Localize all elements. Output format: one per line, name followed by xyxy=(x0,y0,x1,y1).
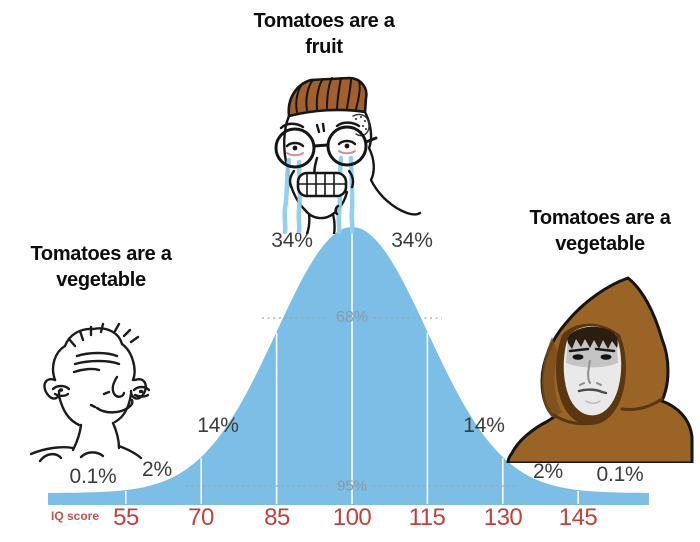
pct-label-0.1-right: 0.1% xyxy=(596,463,644,486)
x-tick-70: 70 xyxy=(188,504,214,531)
interval-label-95: 95% xyxy=(336,477,368,495)
x-tick-100: 100 xyxy=(332,504,372,531)
hooded-wojak-illustration xyxy=(506,276,694,463)
x-tick-145: 145 xyxy=(558,504,598,531)
x-tick-115: 115 xyxy=(408,504,446,531)
caption-midwit: Tomatoes are a fruit xyxy=(253,8,394,60)
x-tick-55: 55 xyxy=(113,504,139,531)
x-tick-85: 85 xyxy=(264,504,290,531)
caption-midwit-line2: fruit xyxy=(305,36,343,58)
pct-label-0.1-left: 0.1% xyxy=(69,465,117,488)
caption-brainlet-line2: vegetable xyxy=(56,269,146,291)
pct-label-34-right: 34% xyxy=(391,229,433,252)
x-axis-title: IQ score xyxy=(50,509,100,523)
x-tick-130: 130 xyxy=(483,504,523,531)
caption-brainlet-line1: Tomatoes are a xyxy=(30,243,172,265)
brainlet-wojak-illustration xyxy=(29,322,151,463)
pct-label-14-left: 14% xyxy=(197,414,239,437)
caption-hooded: Tomatoes are a vegetable xyxy=(529,205,670,257)
interval-label-68: 68% xyxy=(335,309,369,326)
pct-label-34-left: 34% xyxy=(271,229,313,252)
caption-midwit-line1: Tomatoes are a xyxy=(253,10,395,32)
caption-hooded-line2: vegetable xyxy=(555,233,645,255)
pct-label-2-left: 2% xyxy=(142,458,172,481)
bell-curve-area xyxy=(48,227,649,505)
caption-brainlet: Tomatoes are a vegetable xyxy=(30,241,171,293)
pct-label-14-right: 14% xyxy=(463,414,505,437)
caption-hooded-line1: Tomatoes are a xyxy=(529,207,671,229)
pct-label-2-right: 2% xyxy=(533,460,563,483)
crying-midwit-wojak-illustration xyxy=(274,76,422,234)
